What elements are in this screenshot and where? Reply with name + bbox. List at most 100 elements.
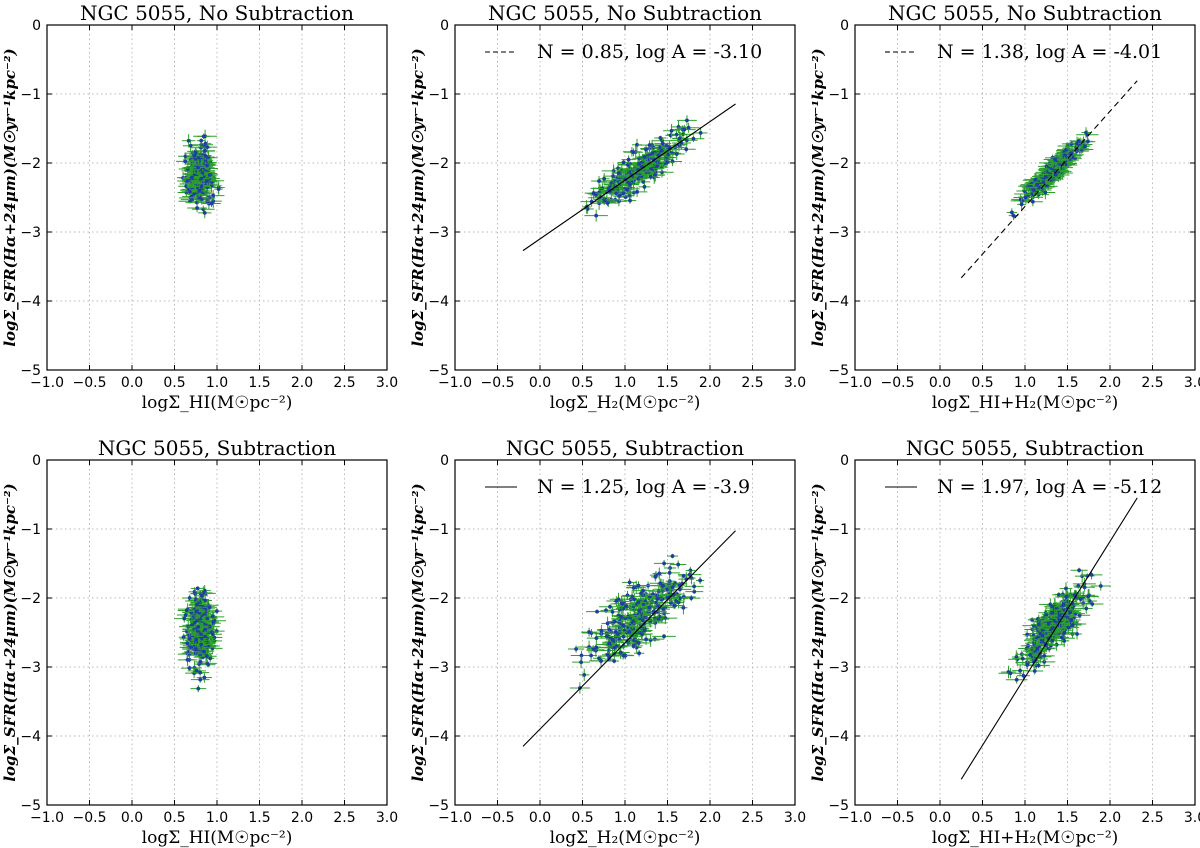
data-point [1076,130,1099,140]
x-tick-label: 2.5 [741,810,763,826]
data-points [174,585,227,693]
data-point [654,579,672,593]
data-point [176,612,195,618]
x-tick-label: 2.5 [1141,375,1163,391]
x-tick-label: 1.0 [1014,810,1036,826]
data-point [572,656,591,669]
data-point [1026,174,1045,186]
data-point [177,653,198,666]
data-point [623,197,637,204]
x-tick-label: −1.0 [838,810,872,826]
x-tick-label: 1.0 [206,810,228,826]
x-tick-label: 1.5 [248,375,270,391]
x-tick-label: 3.0 [376,810,398,826]
grid-lines [855,460,1195,805]
data-point [208,610,217,623]
data-point [628,617,640,625]
data-point [1029,184,1049,191]
data-point [1060,152,1070,158]
x-tick-label: 3.0 [1184,810,1200,826]
y-tick-label: −3 [428,225,449,241]
data-point [195,659,206,664]
panel-title: NGC 5055, No Subtraction [488,1,762,25]
data-point [1001,665,1016,679]
data-point [591,176,607,186]
data-point [196,138,206,143]
data-point [187,203,208,213]
data-point [654,135,667,141]
panel-title: NGC 5055, No Subtraction [80,1,354,25]
x-tick-label: 0.0 [121,375,143,391]
y-tick-label: −1 [428,522,449,538]
x-tick-label: 3.0 [784,810,806,826]
data-point [606,619,623,624]
x-tick-label: −1.0 [438,375,472,391]
y-tick-label: −5 [20,363,41,379]
data-point [696,576,705,585]
data-point [677,122,700,133]
data-point [1034,649,1055,662]
x-tick-label: 0.5 [971,375,993,391]
data-point [181,134,196,148]
data-point [625,177,635,191]
data-points [568,553,705,694]
x-tick-label: 1.5 [1056,375,1078,391]
panel-1-2: −1.0 −0.5 0.0 0.5 1.0 1.5 2.0 2.5 3.0 0 −1 −2 −3 −4 −5… [409,1,806,413]
panel-title: NGC 5055, Subtraction [906,436,1144,460]
data-point [1011,650,1021,664]
x-tick-label: 0.5 [163,375,185,391]
data-points [580,115,708,222]
y-axis-label: logΣ_SFR(Hα+24μm)(M☉yr⁻¹kpc⁻²) [809,483,827,781]
x-tick-label: −1.0 [30,375,64,391]
panel-2-2: −1.0 −0.5 0.0 0.5 1.0 1.5 2.0 2.5 3.0 0 −1 −2 −3 −4 −5… [409,436,806,848]
data-point [197,133,211,140]
y-tick-label: −2 [828,591,849,607]
x-tick-label: 3.0 [784,375,806,391]
x-tick-label: −0.5 [73,810,107,826]
x-tick-label: 1.0 [206,375,228,391]
data-point [196,646,212,657]
data-point [623,148,644,157]
x-tick-label: 0.0 [529,375,551,391]
data-point [189,599,205,610]
data-point [669,596,683,606]
x-tick-label: 0.5 [971,810,993,826]
data-point [617,188,630,198]
y-axis-label: logΣ_SFR(Hα+24μm)(M☉yr⁻¹kpc⁻²) [409,48,427,346]
x-tick-label: 2.0 [291,375,313,391]
data-point [653,593,663,605]
data-point [677,115,697,126]
data-point [613,614,629,619]
data-point [1081,601,1104,607]
data-point [196,672,212,683]
y-tick-label: −3 [20,660,41,676]
data-point [189,618,201,627]
y-axis-label: logΣ_SFR(Hα+24μm)(M☉yr⁻¹kpc⁻²) [409,483,427,781]
data-point [663,123,681,138]
data-point [586,631,606,645]
data-point [1059,607,1082,618]
y-tick-label: −3 [428,660,449,676]
data-point [177,174,198,188]
data-point [1041,624,1064,633]
data-point [189,641,213,648]
y-tick-label: −4 [428,294,449,310]
x-tick-label: −1.0 [30,810,64,826]
y-tick-label: −5 [428,363,449,379]
data-point [631,585,655,597]
y-tick-label: −2 [20,591,41,607]
data-point [665,132,676,139]
data-point [203,171,216,179]
y-tick-label: −2 [428,156,449,172]
x-tick-label: 2.0 [699,810,721,826]
data-point [584,209,608,222]
data-point [601,616,614,631]
legend-label: N = 0.85, log A = -3.10 [537,41,762,63]
data-point [189,161,207,174]
y-tick-label: 0 [840,453,849,469]
x-tick-label: 1.0 [1014,375,1036,391]
data-point [1034,631,1051,640]
data-point [592,655,605,662]
y-tick-label: −1 [428,87,449,103]
data-point [202,603,218,611]
